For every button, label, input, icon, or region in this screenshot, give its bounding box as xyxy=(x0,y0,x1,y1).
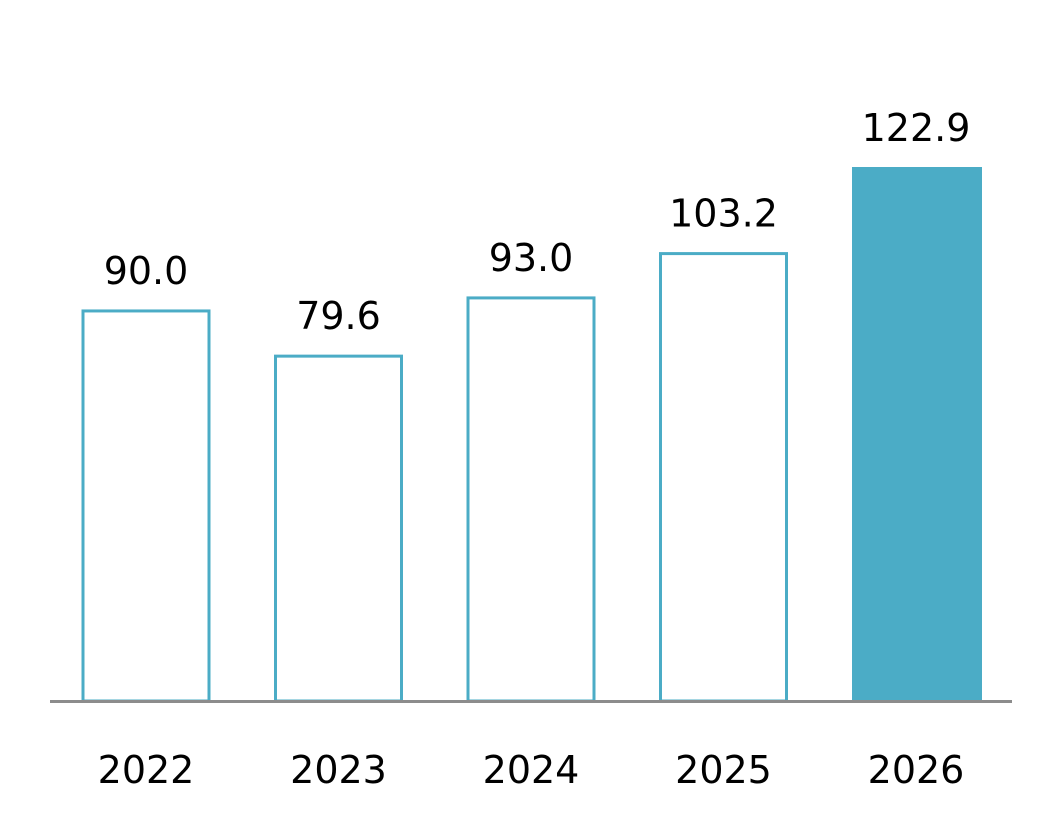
x-tick-label-2024: 2024 xyxy=(483,748,580,792)
value-label-2024: 93.0 xyxy=(489,236,574,280)
value-label-2023: 79.6 xyxy=(296,294,381,338)
value-label-2022: 90.0 xyxy=(104,249,189,293)
x-tick-label-2025: 2025 xyxy=(675,748,772,792)
x-tick-label-2026: 2026 xyxy=(868,748,965,792)
x-tick-labels-layer: 2022 2023 2024 2025 2026 xyxy=(98,748,965,792)
x-tick-label-2022: 2022 xyxy=(98,748,195,792)
bar-2024 xyxy=(466,296,596,703)
bar-2023 xyxy=(274,354,403,703)
bar-2025 xyxy=(659,252,788,703)
x-tick-label-2023: 2023 xyxy=(290,748,387,792)
bar-2022 xyxy=(81,309,211,703)
bar-2026 xyxy=(852,167,982,701)
bars-layer xyxy=(81,167,982,703)
value-label-2026: 122.9 xyxy=(862,106,971,150)
value-labels-layer: 90.0 79.6 93.0 103.2 122.9 xyxy=(104,106,971,338)
value-label-2025: 103.2 xyxy=(669,192,778,236)
